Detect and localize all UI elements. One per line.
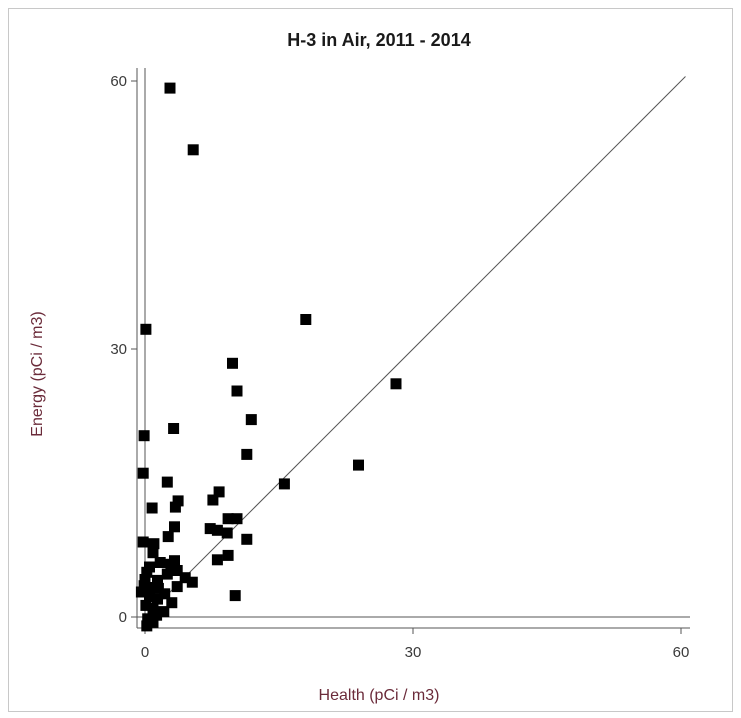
data-point <box>165 558 177 570</box>
data-point <box>211 524 223 536</box>
data-point <box>141 620 153 632</box>
data-point <box>146 502 158 514</box>
data-point <box>138 580 150 592</box>
data-point <box>231 385 243 397</box>
data-point <box>169 521 180 533</box>
y-tick-label: 30 <box>110 341 127 358</box>
data-point <box>147 616 159 628</box>
chart-frame <box>8 8 733 712</box>
data-point <box>148 538 160 550</box>
chart-title: H-3 in Air, 2011 - 2014 <box>287 30 470 50</box>
data-points <box>135 82 402 632</box>
data-point <box>161 568 173 580</box>
data-point <box>179 572 191 584</box>
data-point <box>152 593 163 605</box>
data-point <box>353 459 364 471</box>
data-point <box>145 582 157 593</box>
plot-area: 0 30 60 0 30 60 <box>110 68 690 661</box>
data-point <box>144 591 155 602</box>
data-point <box>151 609 163 621</box>
data-point <box>229 590 241 602</box>
data-point <box>187 144 199 156</box>
data-point <box>168 423 180 434</box>
data-point <box>137 467 149 479</box>
x-tick-label: 0 <box>141 644 149 661</box>
x-axis-label: Health (pCi / m3) <box>319 687 440 704</box>
data-point <box>227 357 238 369</box>
data-point <box>162 531 174 543</box>
data-point <box>245 414 257 426</box>
data-point <box>300 314 312 325</box>
data-point <box>159 588 171 600</box>
data-point <box>158 606 170 618</box>
data-point <box>161 476 173 488</box>
data-point <box>166 597 178 609</box>
data-point <box>221 527 233 539</box>
x-tick-label: 60 <box>673 644 690 661</box>
x-tick-label: 30 <box>405 644 422 661</box>
data-point <box>152 574 163 586</box>
data-point <box>171 565 183 576</box>
data-point <box>137 536 149 548</box>
data-point <box>241 533 253 545</box>
data-point <box>231 513 243 525</box>
data-point <box>139 574 151 585</box>
data-point <box>141 566 153 578</box>
data-point <box>138 430 150 442</box>
y-axis-label: Energy (pCi / m3) <box>29 311 46 436</box>
data-point <box>211 554 223 566</box>
data-point <box>147 547 159 559</box>
data-point <box>152 582 164 594</box>
y-tick-label: 60 <box>110 73 127 90</box>
data-point <box>147 602 159 614</box>
y-tick-label: 0 <box>119 609 127 626</box>
data-point <box>204 523 216 535</box>
data-point <box>140 599 152 611</box>
data-point <box>140 323 152 335</box>
axis-ticks: 0 30 60 0 30 60 <box>110 68 690 661</box>
data-point <box>171 581 183 593</box>
data-point <box>186 576 198 588</box>
data-point <box>222 549 234 561</box>
data-point <box>213 486 225 498</box>
data-point <box>278 478 290 490</box>
data-point <box>241 448 253 460</box>
data-point <box>135 586 147 598</box>
data-point <box>222 513 234 525</box>
data-point <box>164 82 176 94</box>
data-point <box>169 501 181 513</box>
reference-line-y-equals-x <box>144 76 686 618</box>
data-point <box>172 495 184 507</box>
data-point <box>207 494 219 506</box>
data-point <box>154 557 166 568</box>
data-point <box>390 378 402 390</box>
